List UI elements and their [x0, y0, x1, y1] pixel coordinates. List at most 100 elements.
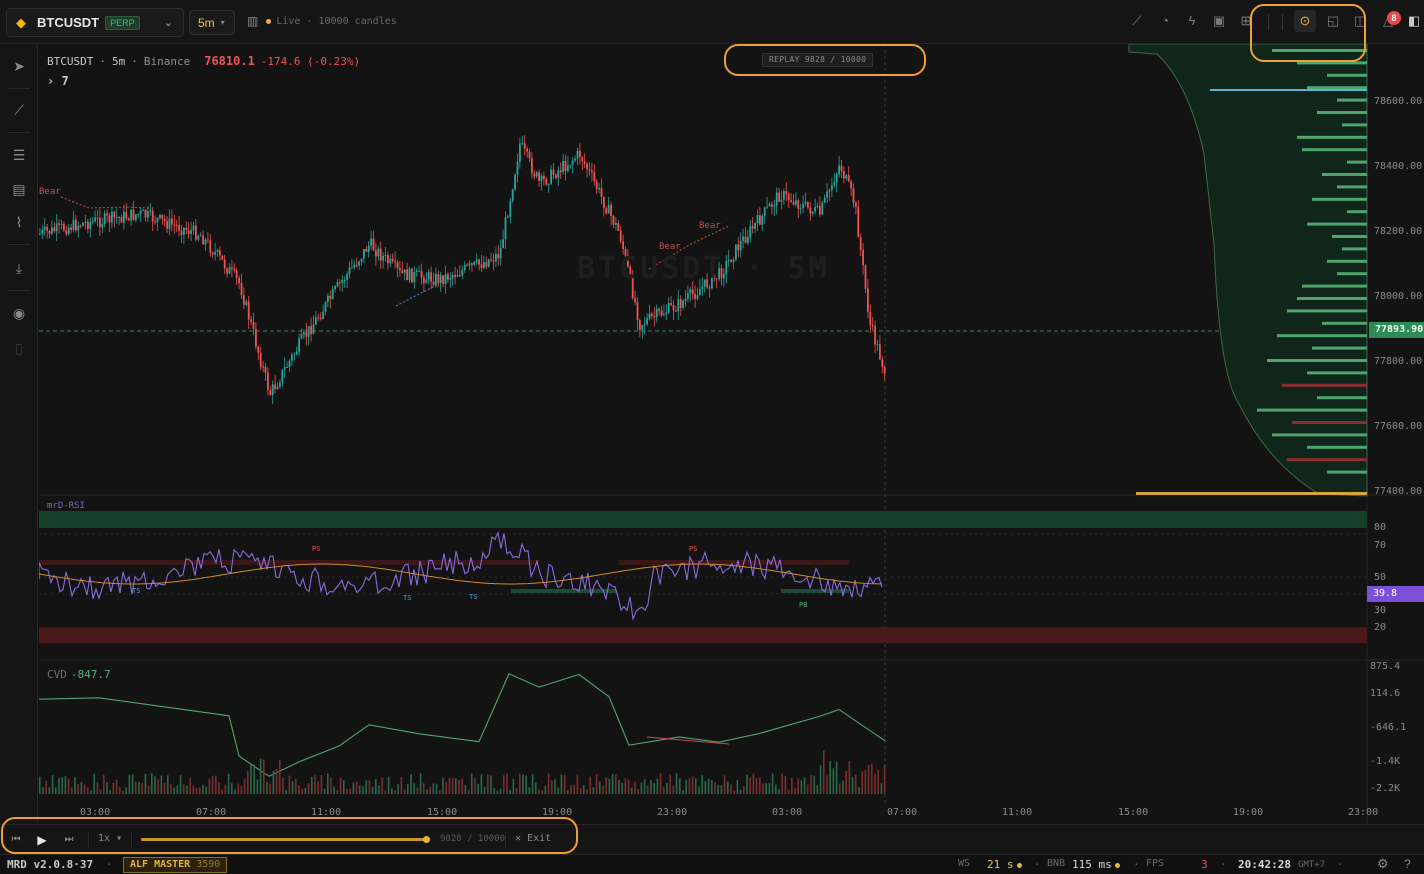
- replay-divider: [131, 832, 132, 848]
- volume-bar: [535, 782, 537, 794]
- help-icon[interactable]: ?: [1404, 857, 1411, 871]
- skip-back-icon[interactable]: ⏮: [11, 834, 21, 845]
- timeframe-value: 5m: [198, 15, 215, 30]
- candle-body: [739, 240, 742, 251]
- candle-body: [442, 275, 444, 285]
- candle-body: [783, 191, 785, 200]
- price-axis-label: 78200.00: [1374, 226, 1423, 237]
- panel-toggle-icon[interactable]: ◧: [1407, 13, 1421, 28]
- candle-body: [624, 249, 627, 256]
- speed-selector[interactable]: 1x ▾: [98, 833, 123, 844]
- timeframe-selector[interactable]: 5m ▾: [189, 10, 235, 35]
- candle-body: [586, 163, 588, 170]
- gauge-icon[interactable]: ◔: [1161, 13, 1169, 28]
- volume-profile-bar: [1332, 235, 1367, 238]
- volume-bar: [474, 777, 476, 794]
- pattern-line: [60, 196, 152, 209]
- step-forward-icon[interactable]: ⏭: [64, 834, 74, 845]
- briefcase-icon[interactable]: ▣: [1212, 13, 1226, 28]
- lightning-icon[interactable]: ϟ: [1188, 13, 1196, 28]
- candle-body: [756, 215, 759, 224]
- candle-body: [257, 346, 260, 353]
- bnb-label: BNB: [1047, 858, 1066, 869]
- symbol-selector[interactable]: ◆ BTCUSDT PERP ⌄: [6, 8, 184, 37]
- download-icon[interactable]: ⤓: [15, 260, 23, 276]
- cvd-axis-label: 875.4: [1370, 661, 1401, 672]
- volume-bar: [103, 775, 105, 794]
- trash-icon[interactable]: ▯: [15, 340, 23, 356]
- candle-body: [579, 150, 581, 157]
- candle-body: [118, 217, 120, 219]
- volume-bar: [419, 773, 422, 794]
- layout-grid-icon[interactable]: ⊞: [1240, 13, 1252, 28]
- candle-body: [646, 318, 648, 325]
- volume-bar: [157, 779, 159, 794]
- replay-count: 9828 / 10000: [440, 834, 506, 844]
- bar-chart-icon[interactable]: ▥: [247, 14, 259, 28]
- toolbar-divider: [8, 244, 30, 245]
- play-icon[interactable]: ▶: [37, 833, 47, 847]
- legend-change: -174.6 (-0.23%): [260, 54, 361, 68]
- time-axis-label: 07:00: [196, 807, 227, 818]
- candle-body: [547, 184, 550, 186]
- replay-divider: [88, 832, 89, 848]
- indicator-collapse-toggle[interactable]: › 7: [47, 74, 69, 88]
- price-axis-label: 78400.00: [1374, 161, 1423, 172]
- volume-profile-bar: [1302, 148, 1367, 152]
- candle-body: [751, 226, 754, 229]
- camera-icon[interactable]: ◫: [1353, 13, 1367, 28]
- replay-play-icon[interactable]: ⊙: [1294, 10, 1316, 32]
- alf-master-badge[interactable]: ALF MASTER 3590: [123, 857, 228, 873]
- volume-bar: [445, 782, 447, 794]
- legend-separator: ·: [131, 54, 138, 68]
- indicator-icon[interactable]: ⌇: [15, 214, 23, 230]
- replay-progress-handle[interactable]: [423, 836, 430, 843]
- chart-canvas[interactable]: Bear Bear Bear PS PS TS TS TS PB: [39, 44, 1424, 824]
- replay-exit-button[interactable]: ✕ Exit: [515, 833, 551, 844]
- candle-body: [226, 268, 228, 274]
- candle-body: [468, 263, 471, 266]
- volume-bar: [755, 777, 758, 794]
- volume-profile-bar: [1272, 49, 1367, 52]
- volume-bar: [71, 787, 73, 794]
- volume-bar: [611, 774, 614, 794]
- volume-bar: [595, 774, 598, 794]
- bar-chart-icon[interactable]: ▤: [12, 181, 26, 197]
- value-area-line: [1136, 492, 1367, 495]
- candle-body: [876, 344, 879, 346]
- volume-bar: [880, 783, 883, 794]
- volume-profile-bar: [1337, 185, 1367, 189]
- legend-separator: ·: [99, 54, 106, 68]
- volume-profile-bar: [1337, 272, 1367, 276]
- volume-bar: [307, 783, 310, 794]
- perp-badge: PERP: [105, 15, 140, 30]
- candle-body: [406, 269, 408, 281]
- volume-bar: [845, 770, 847, 794]
- cursor-icon[interactable]: ➤: [13, 58, 25, 74]
- volume-bar: [848, 761, 851, 794]
- volume-bar: [80, 781, 83, 794]
- toolbar-divider: [8, 132, 30, 133]
- line-chart-icon[interactable]: ⟋: [1132, 13, 1142, 28]
- candle-body: [799, 208, 802, 210]
- fps-value: 3: [1201, 858, 1208, 871]
- rsi-value-tag: 39.8: [1367, 586, 1424, 602]
- eye-icon[interactable]: ◉: [12, 305, 26, 321]
- candle-body: [675, 310, 677, 312]
- volume-bar: [109, 790, 111, 794]
- candle-body: [785, 191, 788, 194]
- candle-body: [399, 268, 401, 271]
- volume-bar: [839, 783, 841, 794]
- horizontal-lines-icon[interactable]: ☰: [12, 147, 26, 163]
- screenshot-icon[interactable]: ◱: [1326, 13, 1340, 28]
- volume-bar: [295, 778, 297, 794]
- chart-area[interactable]: Bear Bear Bear PS PS TS TS TS PB: [39, 44, 1424, 824]
- timezone[interactable]: GMT+7: [1298, 860, 1326, 870]
- time-axis-label: 03:00: [772, 807, 803, 818]
- volume-bar: [679, 778, 681, 794]
- trendline-icon[interactable]: ⟋: [14, 102, 24, 118]
- volume-bar: [864, 769, 867, 794]
- candle-body: [444, 274, 447, 285]
- settings-gear-icon[interactable]: ⚙: [1377, 856, 1389, 871]
- replay-progress-track[interactable]: [141, 836, 431, 843]
